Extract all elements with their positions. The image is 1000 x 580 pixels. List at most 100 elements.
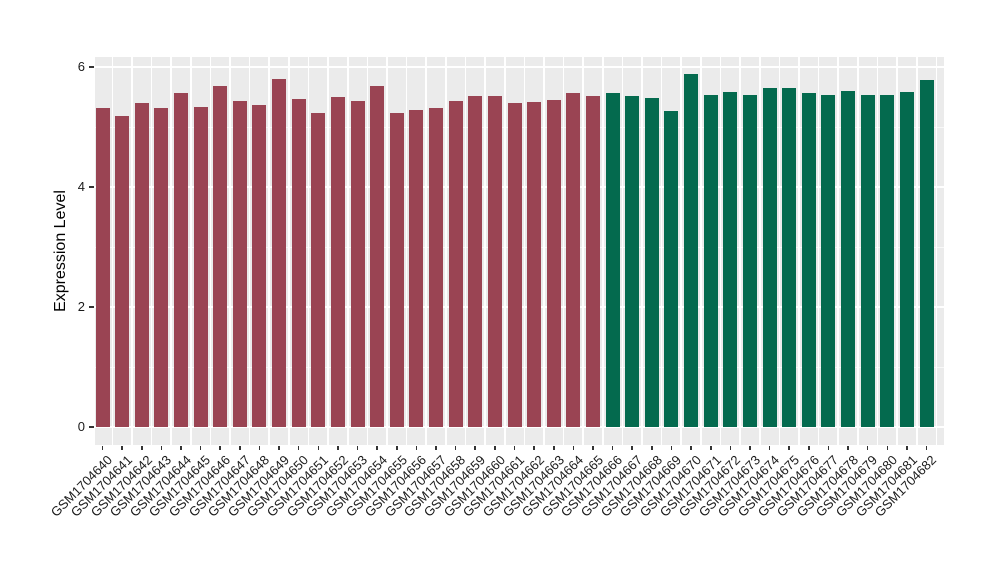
bar: [448, 100, 463, 427]
x-tick-mark: [729, 445, 732, 450]
vertical-gridline: [425, 57, 428, 445]
vertical-gridline: [798, 57, 800, 445]
bar: [115, 115, 130, 427]
x-tick-mark: [709, 445, 712, 450]
y-tick-mark: [89, 426, 94, 428]
x-tick-mark: [435, 445, 437, 450]
bar: [311, 113, 326, 427]
bar: [291, 99, 306, 427]
x-tick-mark: [376, 445, 378, 450]
x-tick-mark: [219, 445, 221, 450]
vertical-gridline: [837, 57, 840, 445]
x-tick-mark: [494, 445, 496, 450]
x-tick-mark: [140, 445, 143, 450]
x-tick-mark: [474, 445, 477, 450]
x-tick-mark: [121, 445, 123, 450]
x-tick-mark: [180, 445, 182, 450]
bar: [664, 111, 679, 427]
x-tick-mark: [356, 445, 359, 450]
x-tick-mark: [592, 445, 594, 450]
x-tick-mark: [572, 445, 575, 450]
vertical-gridline: [346, 57, 349, 445]
bar: [703, 94, 718, 427]
bar: [644, 98, 659, 427]
x-tick-mark: [611, 445, 614, 450]
vertical-gridline: [660, 57, 663, 445]
x-tick-mark: [925, 445, 928, 450]
vertical-gridline: [111, 57, 114, 445]
bar: [272, 79, 287, 427]
bar: [173, 93, 188, 427]
y-tick-label: 2: [77, 299, 85, 314]
vertical-gridline: [876, 57, 879, 445]
vertical-gridline: [288, 57, 290, 445]
bar: [389, 113, 404, 427]
y-tick-label: 4: [77, 179, 85, 194]
bar: [252, 105, 267, 427]
vertical-gridline: [445, 57, 447, 445]
vertical-gridline: [719, 57, 722, 445]
vertical-gridline: [739, 57, 741, 445]
vertical-gridline: [817, 57, 820, 445]
vertical-gridline: [366, 57, 369, 445]
x-tick-mark: [886, 445, 889, 450]
bar: [330, 97, 345, 427]
bar: [507, 103, 522, 427]
x-tick-mark: [199, 445, 202, 450]
major-gridline: [95, 426, 944, 428]
bar: [409, 110, 424, 427]
x-tick-mark: [651, 445, 653, 450]
x-tick-mark: [258, 445, 261, 450]
vertical-gridline: [189, 57, 192, 445]
vertical-gridline: [896, 57, 898, 445]
x-tick-mark: [101, 445, 104, 450]
x-tick-mark: [513, 445, 516, 450]
bar: [527, 102, 542, 427]
bar: [232, 101, 247, 427]
vertical-gridline: [700, 57, 702, 445]
bar: [370, 85, 385, 427]
plot-panel: [95, 57, 944, 445]
vertical-gridline: [131, 57, 133, 445]
bar: [154, 108, 169, 427]
x-tick-mark: [690, 445, 692, 450]
x-tick-mark: [808, 445, 810, 450]
vertical-gridline: [503, 57, 506, 445]
bar: [860, 95, 875, 427]
y-tick-label: 6: [77, 59, 85, 74]
x-tick-mark: [906, 445, 908, 450]
bar: [605, 92, 620, 427]
vertical-gridline: [602, 57, 604, 445]
x-tick-mark: [396, 445, 398, 450]
vertical-gridline: [150, 57, 153, 445]
bar: [919, 79, 934, 427]
x-tick-mark: [337, 445, 339, 450]
bar: [821, 95, 836, 427]
bar: [134, 103, 149, 427]
x-tick-mark: [749, 445, 751, 450]
vertical-gridline: [307, 57, 310, 445]
vertical-gridline: [543, 57, 545, 445]
bar: [213, 86, 228, 427]
x-tick-mark: [788, 445, 790, 450]
vertical-gridline: [170, 57, 172, 445]
vertical-gridline: [680, 57, 683, 445]
bar: [880, 95, 895, 427]
vertical-gridline: [915, 57, 918, 445]
y-axis-title: Expression Level: [52, 190, 69, 312]
bar: [95, 108, 110, 427]
vertical-gridline: [229, 57, 231, 445]
bar: [723, 91, 738, 427]
bar: [899, 92, 914, 427]
vertical-gridline: [582, 57, 584, 445]
bar: [487, 95, 502, 427]
vertical-gridline: [464, 57, 467, 445]
bar: [742, 95, 757, 427]
x-tick-mark: [670, 445, 673, 450]
y-tick-mark: [89, 66, 94, 68]
bar: [801, 92, 816, 427]
x-tick-mark: [768, 445, 771, 450]
bar: [625, 95, 640, 427]
x-tick-mark: [533, 445, 535, 450]
vertical-gridline: [857, 57, 859, 445]
